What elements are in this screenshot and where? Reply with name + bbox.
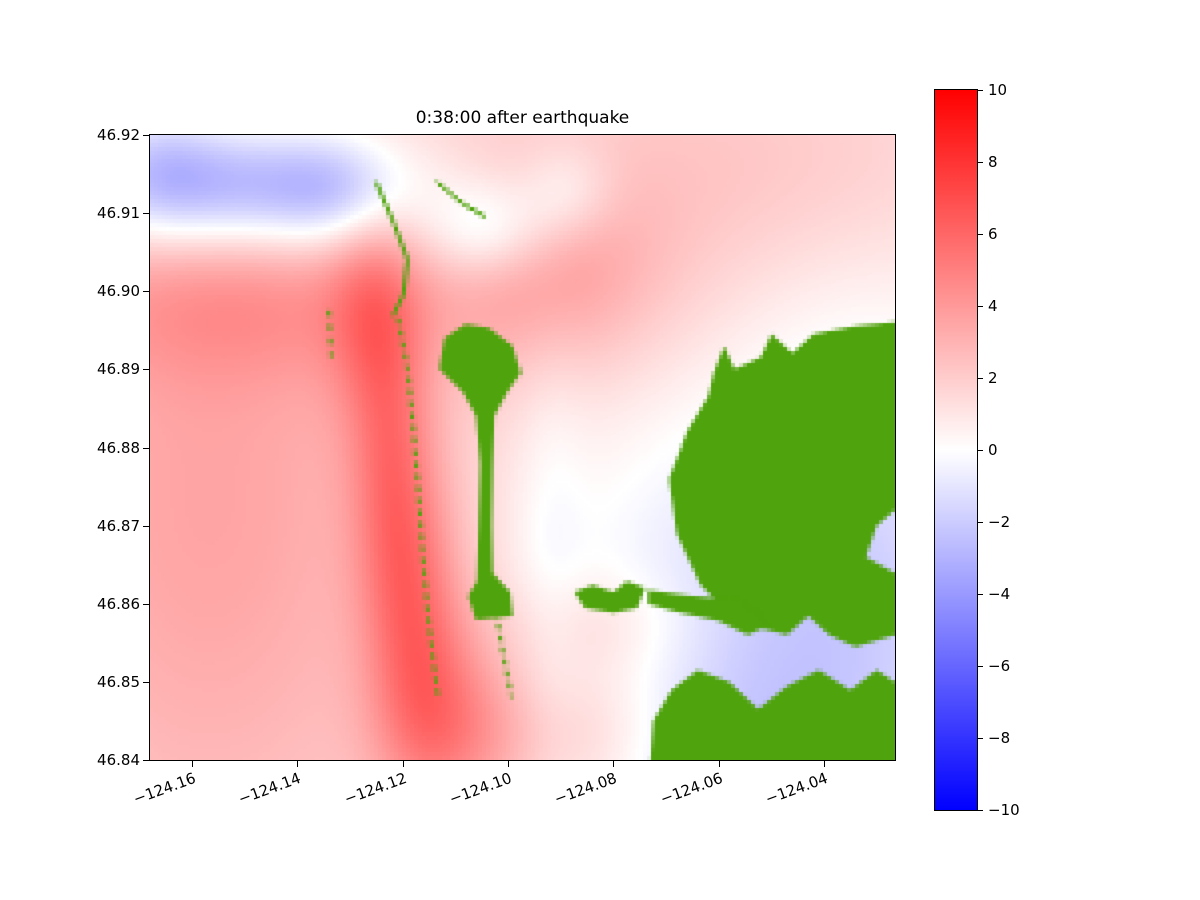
x-tick-mark (823, 760, 825, 767)
y-tick-mark (143, 369, 150, 371)
plot-title: 0:38:00 after earthquake (415, 108, 630, 128)
colorbar-tick-mark (977, 162, 983, 163)
y-tick-label: 46.92 (97, 126, 140, 144)
colorbar-tick-label: 8 (988, 153, 998, 171)
y-tick-mark (143, 681, 150, 683)
colorbar-tick-label: 10 (988, 81, 1008, 99)
y-tick-mark (143, 447, 150, 449)
x-tick-label: −124.16 (130, 769, 199, 809)
x-tick-label: −124.06 (657, 769, 725, 809)
y-tick-label: 46.88 (97, 438, 140, 457)
heatmap-canvas (150, 135, 895, 760)
y-tick-label: 46.91 (97, 204, 140, 223)
y-tick-label: 46.84 (97, 751, 140, 769)
y-tick-label: 46.86 (97, 594, 140, 613)
colorbar-tick-mark (977, 738, 983, 739)
x-tick-mark (508, 760, 510, 767)
colorbar-tick-label: −10 (988, 801, 1020, 819)
y-tick-mark (143, 760, 150, 761)
y-tick-label: 46.85 (97, 672, 140, 691)
x-tick-mark (192, 760, 194, 767)
colorbar-tick-mark (977, 450, 983, 451)
colorbar-tick-mark (977, 666, 983, 667)
colorbar-tick-label: 4 (988, 297, 998, 315)
plot-area (149, 134, 896, 761)
colorbar-tick-label: −6 (988, 657, 1011, 675)
x-tick-label: −124.08 (552, 769, 620, 809)
colorbar-tick-mark (977, 810, 983, 811)
colorbar-tick-label: 2 (988, 369, 998, 387)
colorbar-tick-mark (977, 234, 983, 235)
colorbar-tick-label: −2 (988, 513, 1011, 531)
y-tick-label: 46.90 (97, 282, 140, 301)
colorbar-tick-mark (977, 378, 983, 379)
y-tick-label: 46.87 (97, 516, 140, 535)
colorbar-tick-mark (977, 306, 983, 307)
colorbar-tick-label: 6 (988, 225, 998, 243)
y-tick-mark (143, 291, 150, 293)
x-tick-mark (297, 760, 299, 767)
x-tick-mark (613, 760, 615, 767)
x-tick-label: −124.04 (762, 769, 831, 809)
colorbar-tick-label: −8 (988, 729, 1011, 747)
colorbar-tick-label: −4 (988, 585, 1011, 603)
x-tick-mark (718, 760, 720, 767)
y-tick-mark (143, 213, 150, 215)
colorbar-tick-label: 0 (988, 441, 998, 459)
x-tick-label: −124.10 (446, 769, 515, 809)
y-tick-mark (143, 135, 150, 136)
colorbar-tick-mark (977, 90, 983, 91)
y-tick-mark (143, 525, 150, 527)
x-tick-label: −124.12 (341, 769, 409, 809)
colorbar-tick-mark (977, 594, 983, 595)
colorbar-gradient (935, 90, 977, 810)
y-tick-label: 46.89 (97, 360, 140, 379)
x-tick-label: −124.14 (236, 769, 304, 809)
y-tick-mark (143, 603, 150, 605)
x-tick-mark (402, 760, 404, 767)
colorbar-tick-mark (977, 522, 983, 523)
colorbar (934, 89, 978, 811)
